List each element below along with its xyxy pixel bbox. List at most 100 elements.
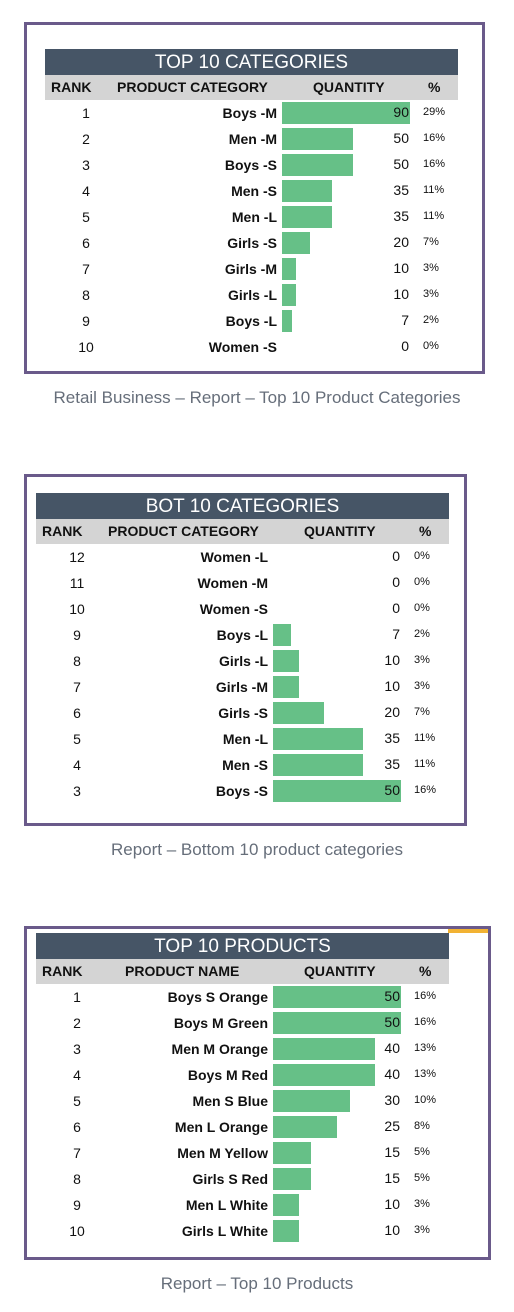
category-cell: Girls -M [215,679,268,695]
percent-header: % [419,963,432,979]
category-header: PRODUCT CATEGORY [108,523,259,539]
rank-cell: 2 [82,131,90,147]
category-cell: Men -S [231,183,277,199]
quantity-bar [282,310,292,332]
table-row: 9 Boys -L 7 2% [36,622,449,648]
table-row: 8 Girls -L 10 3% [36,648,449,674]
rank-cell: 10 [69,1223,85,1239]
percent-cell: 8% [414,1120,430,1132]
rank-cell: 12 [69,549,85,565]
table-title: BOT 10 CATEGORIES [36,493,449,519]
quantity-cell: 50 [393,156,409,172]
quantity-cell: 0 [401,338,409,354]
percent-cell: 16% [414,784,437,796]
table-title: TOP 10 PRODUCTS [36,933,449,959]
category-cell: Girls -L [218,653,268,669]
category-cell: Men S Blue [192,1093,268,1109]
category-cell: Boys S Orange [167,989,268,1005]
percent-header: % [419,523,432,539]
rank-cell: 4 [73,757,81,773]
category-cell: Women -S [208,339,277,355]
table-row: 1 Boys S Orange 50 16% [36,984,449,1010]
table-row: 2 Men -M 50 16% [45,126,458,152]
category-cell: Men -L [231,209,277,225]
rank-cell: 3 [82,157,90,173]
quantity-cell: 40 [384,1066,400,1082]
rank-cell: 9 [73,1197,81,1213]
percent-cell: 16% [414,1016,437,1028]
caption-top-categories: Retail Business – Report – Top 10 Produc… [53,388,461,407]
category-cell: Men -M [228,131,277,147]
category-cell: Boys M Red [187,1067,268,1083]
quantity-bar [273,1012,401,1034]
quantity-cell: 20 [384,704,400,720]
percent-cell: 7% [423,236,439,248]
percent-cell: 5% [414,1172,430,1184]
table-row: 3 Boys -S 50 16% [36,778,449,804]
rank-cell: 4 [82,183,90,199]
quantity-header: QUANTITY [313,79,385,95]
category-cell: Women -S [199,601,268,617]
quantity-bar [273,1142,311,1164]
quantity-cell: 10 [384,678,400,694]
percent-cell: 0% [414,576,430,588]
percent-cell: 11% [423,184,445,196]
quantity-bar [273,1038,375,1060]
quantity-bar [273,1064,375,1086]
quantity-bar [282,128,353,150]
table-row: 5 Men -L 35 11% [36,726,449,752]
percent-cell: 11% [423,210,445,222]
category-cell: Men L White [185,1197,268,1213]
category-cell: Men -S [222,757,268,773]
rank-cell: 9 [82,313,90,329]
table-row: 7 Girls -M 10 3% [45,256,458,282]
percent-cell: 2% [423,314,439,326]
quantity-bar [273,650,299,672]
table-rows: 12 Women -L 0 0% 11 Women -M 0 0% 10 Women -S 0 0% 9… [36,544,449,804]
table-row: 3 Boys -S 50 16% [45,152,458,178]
rank-cell: 10 [69,601,85,617]
quantity-cell: 90 [393,104,409,120]
percent-cell: 3% [423,262,439,274]
quantity-cell: 35 [384,756,400,772]
rank-cell: 5 [73,1093,81,1109]
quantity-bar [273,1090,350,1112]
quantity-bar [282,258,296,280]
table-rows: 1 Boys -M 90 29% 2 Men -M 50 16% 3 Boys -S 50 16% 4 M… [45,100,458,360]
category-cell: Girls L White [181,1223,268,1239]
category-cell: Women -L [200,549,268,565]
rank-cell: 8 [73,653,81,669]
rank-cell: 6 [73,705,81,721]
quantity-bar [282,232,310,254]
percent-cell: 16% [423,132,446,144]
percent-cell: 16% [423,158,446,170]
bottom-categories-table: BOT 10 CATEGORIES RANK PRODUCT CATEGORY … [36,493,449,804]
category-cell: Boys -S [224,157,277,173]
quantity-cell: 10 [393,260,409,276]
category-cell: Men -L [222,731,268,747]
rank-cell: 3 [73,1041,81,1057]
rank-cell: 7 [73,679,81,695]
quantity-cell: 0 [392,600,400,616]
category-header: PRODUCT CATEGORY [117,79,268,95]
rank-cell: 7 [73,1145,81,1161]
rank-cell: 9 [73,627,81,643]
category-cell: Girls S Red [192,1171,268,1187]
caption-top-products: Report – Top 10 Products [160,1274,354,1293]
product-header: PRODUCT NAME [125,963,240,979]
quantity-cell: 40 [384,1040,400,1056]
rank-cell: 8 [82,287,90,303]
table-rows: 1 Boys S Orange 50 16% 2 Boys M Green 50 16% 3 Me… [36,984,449,1244]
quantity-bar [273,702,324,724]
top-categories-table: TOP 10 CATEGORIES RANK PRODUCT CATEGORY … [45,49,458,360]
quantity-bar [273,986,401,1008]
quantity-cell: 50 [384,782,400,798]
top-products-table: TOP 10 PRODUCTS RANK PRODUCT NAME QUANTI… [36,933,449,1244]
rank-cell: 10 [78,339,94,355]
rank-cell: 3 [73,783,81,799]
table-title: TOP 10 CATEGORIES [45,49,458,75]
rank-cell: 1 [82,105,90,121]
quantity-cell: 7 [401,312,409,328]
category-cell: Men M Orange [171,1041,268,1057]
percent-cell: 3% [414,654,430,666]
